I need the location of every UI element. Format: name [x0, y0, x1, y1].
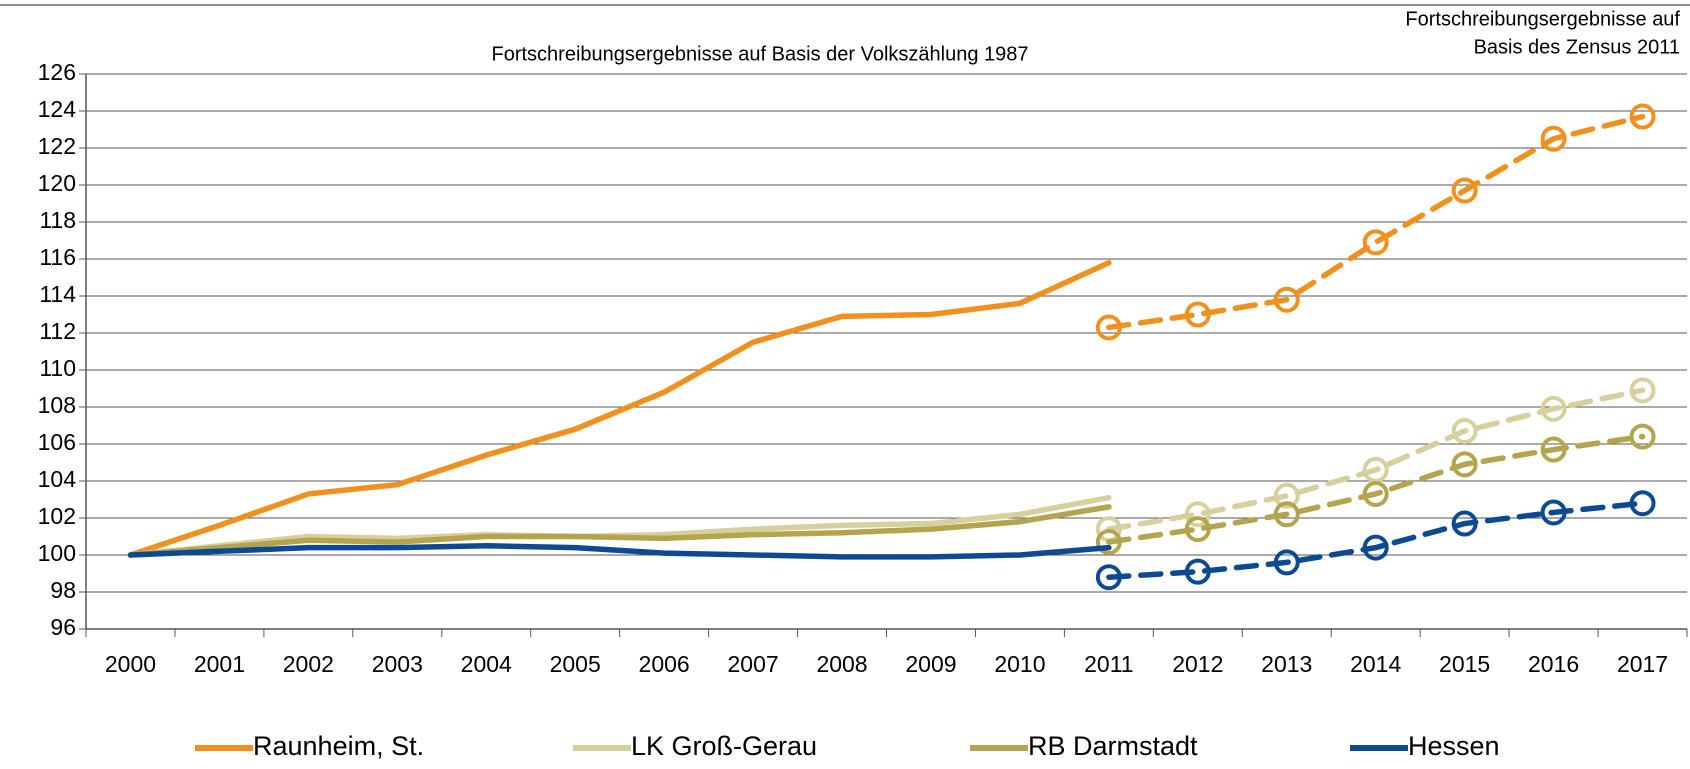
y-tick-label: 124	[38, 96, 77, 122]
x-tick-label: 2002	[283, 651, 334, 677]
marker	[1451, 177, 1478, 204]
dashed-line	[1106, 387, 1646, 532]
marker	[1451, 418, 1478, 445]
y-tick-label: 122	[38, 133, 76, 159]
legend-label: LK Groß-Gerau	[631, 731, 817, 761]
marker	[1095, 564, 1122, 591]
y-tick-label: 104	[38, 466, 77, 492]
marker	[1184, 301, 1211, 328]
y-tick-label: 96	[50, 614, 76, 640]
marker	[1184, 558, 1211, 585]
x-tick-label: 2004	[461, 651, 512, 677]
marker	[1362, 534, 1389, 561]
marker	[1540, 125, 1567, 152]
y-tick-label: 98	[50, 577, 76, 603]
x-tick-label: 2013	[1261, 651, 1312, 677]
line	[127, 259, 1112, 558]
y-tick-label: 108	[38, 392, 76, 418]
marker	[1273, 501, 1300, 528]
annotation: Fortschreibungsergebnisse auf	[1405, 8, 1680, 30]
y-tick-label: 114	[39, 281, 76, 307]
y-tick-label: 102	[38, 503, 76, 529]
annotation: Fortschreibungsergebnisse auf Basis der …	[492, 43, 1029, 65]
marker	[1451, 510, 1478, 537]
x-tick-label: 2017	[1617, 651, 1668, 677]
marker	[1095, 529, 1122, 556]
marker	[1540, 395, 1567, 422]
marker	[1184, 516, 1211, 543]
x-tick-label: 2010	[994, 651, 1045, 677]
x-tick-label: 2006	[639, 651, 690, 677]
marker	[1540, 499, 1567, 526]
line	[127, 543, 1112, 560]
y-tick-label: 100	[38, 540, 76, 566]
x-tick-label: 2000	[105, 651, 156, 677]
marker	[1273, 286, 1300, 313]
annotation: Basis des Zensus 2011	[1474, 36, 1680, 58]
y-tick-label: 116	[39, 244, 76, 270]
y-tick-label: 118	[39, 207, 76, 233]
dashed-line	[1106, 500, 1646, 580]
legend-label: Hessen	[1408, 731, 1500, 761]
marker	[1540, 436, 1567, 463]
marker	[1273, 549, 1300, 576]
marker	[1362, 456, 1389, 483]
x-tick-label: 2005	[550, 651, 601, 677]
x-tick-label: 2011	[1084, 651, 1133, 677]
marker	[1273, 482, 1300, 509]
line	[127, 504, 1112, 558]
x-tick-label: 2007	[727, 651, 778, 677]
marker	[1451, 451, 1478, 478]
dashed-line	[1106, 433, 1646, 545]
marker	[1629, 103, 1656, 130]
x-tick-label: 2016	[1528, 651, 1579, 677]
x-tick-label: 2003	[372, 651, 423, 677]
x-tick-label: 2014	[1350, 651, 1401, 677]
y-tick-label: 112	[39, 318, 76, 344]
dashed-line	[1106, 113, 1646, 331]
x-tick-label: 2009	[905, 651, 956, 677]
y-tick-label: 126	[38, 59, 76, 85]
marker	[1362, 229, 1389, 256]
marker	[1184, 501, 1211, 528]
marker	[1629, 423, 1656, 450]
marker	[1629, 490, 1656, 517]
marker	[1362, 480, 1389, 507]
x-tick-label: 2012	[1172, 651, 1223, 677]
x-tick-label: 2001	[194, 651, 245, 677]
marker	[1629, 377, 1656, 404]
x-tick-label: 2015	[1439, 651, 1490, 677]
y-tick-label: 120	[38, 170, 76, 196]
x-tick-label: 2008	[816, 651, 867, 677]
marker	[1095, 314, 1122, 341]
y-tick-label: 106	[38, 429, 76, 455]
legend-label: Raunheim, St.	[253, 731, 424, 761]
y-tick-label: 110	[39, 355, 76, 381]
legend-label: RB Darmstadt	[1028, 731, 1198, 761]
